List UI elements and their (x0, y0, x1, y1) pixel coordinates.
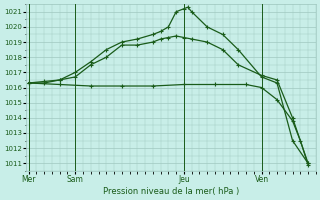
X-axis label: Pression niveau de la mer( hPa ): Pression niveau de la mer( hPa ) (103, 187, 239, 196)
